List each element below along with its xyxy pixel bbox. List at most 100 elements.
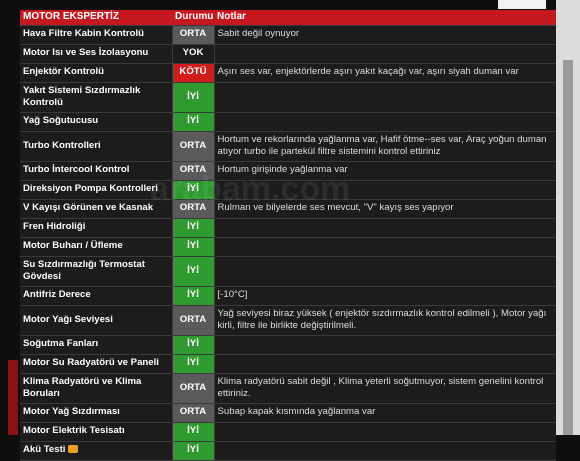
note-text: Subap kapak kısmında yağlanma var: [217, 406, 376, 418]
item-name-text: Motor Su Radyatörü ve Paneli: [23, 357, 159, 369]
item-name: Motor Su Radyatörü ve Paneli: [20, 354, 172, 374]
table-row: Motor Yağı Seviyesi ORTA Yağ seviyesi bira…: [20, 305, 556, 336]
status-text: ORTA: [179, 313, 207, 325]
status: İYİ: [171, 82, 215, 113]
item-name: Antifriz Derece: [20, 286, 172, 306]
status-text: İYİ: [187, 264, 199, 276]
status-text: İYİ: [187, 338, 199, 350]
status: ORTA: [171, 403, 215, 423]
status-text: İYİ: [187, 115, 199, 127]
table-row: Motor Su Radyatörü ve Paneli İYİ: [20, 354, 556, 374]
note: Yağ seviyesi biraz yüksek ( enjektör sız…: [214, 305, 556, 336]
status: İYİ: [171, 112, 215, 132]
status: İYİ: [171, 218, 215, 238]
item-name: Motor Buharı / Üfleme: [20, 237, 172, 257]
note: [214, 335, 556, 355]
item-name-text: Klima Radyatörü ve Klima Boruları: [23, 375, 142, 400]
status-text: İYİ: [187, 444, 199, 456]
table-row: Direksiyon Pompa Kontrolleri İYİ: [20, 180, 556, 200]
note: Klima radyatörü sabit değil , Klima yete…: [214, 373, 556, 404]
header-row: MOTOR EKSPERTİZ Durumu Notlar: [20, 10, 556, 26]
status-text: İYİ: [187, 183, 199, 195]
item-name: Motor Yağ Sızdırması: [20, 403, 172, 423]
item-name-text: Motor Buharı / Üfleme: [23, 240, 123, 252]
table-row: V Kayışı Görünen ve Kasnak ORTA Rulman ve …: [20, 199, 556, 219]
note: Subap kapak kısmında yağlanma var: [214, 403, 556, 423]
status-text: KÖTÜ: [179, 66, 207, 78]
item-name-text: Motor Yağ Sızdırması: [23, 406, 120, 418]
item-name: Yakıt Sistemi Sızdırmazlık Kontrolü: [20, 82, 172, 113]
item-name: Akü Testi: [20, 441, 172, 461]
status-text: ORTA: [179, 164, 207, 176]
item-name-text: Enjektör Kontrolü: [23, 66, 105, 78]
status-text: İYİ: [187, 240, 199, 252]
item-name-text: Soğutma Fanları: [23, 338, 99, 350]
note: Hortum girişinde yağlanma var: [214, 161, 556, 181]
header-cell: MOTOR EKSPERTİZ: [20, 10, 172, 26]
table-row: Turbo Kontrolleri ORTA Hortum ve rekorları…: [20, 131, 556, 162]
note: [214, 441, 556, 461]
status-text: İYİ: [187, 289, 199, 301]
item-name-text: Hava Filtre Kabin Kontrolü: [23, 28, 144, 40]
status: ORTA: [171, 161, 215, 181]
table-row: Yakıt Sistemi Sızdırmazlık Kontrolü İYİ: [20, 82, 556, 113]
note: [214, 82, 556, 113]
note: Rulman ve bilyelerde ses mevcut, "V" kay…: [214, 199, 556, 219]
note: [214, 256, 556, 287]
item-name-text: Turbo İntercool Kontrol: [23, 164, 130, 176]
table-row: Motor Isı ve Ses İzolasyonu YOK: [20, 44, 556, 64]
item-name-text: Motor Yağı Seviyesi: [23, 313, 113, 325]
table-row: Akü Testi İYİ: [20, 441, 556, 461]
header-cell: Notlar: [214, 10, 556, 26]
status: İYİ: [171, 354, 215, 374]
status-text: İYİ: [187, 357, 199, 369]
note: [214, 44, 556, 64]
watermark: arabam.com: [150, 170, 351, 208]
table-row: Antifriz Derece İYİ [-10°C]: [20, 286, 556, 306]
item-name: V Kayışı Görünen ve Kasnak: [20, 199, 172, 219]
note: [-10°C]: [214, 286, 556, 306]
camera-icon[interactable]: [68, 445, 79, 454]
note-text: Aşırı ses var, enjektörlerde aşırı yakıt…: [217, 66, 519, 78]
item-name-text: Yağ Soğutucusu: [23, 115, 99, 127]
status: İYİ: [171, 237, 215, 257]
status-text: ORTA: [179, 202, 207, 214]
note: [214, 180, 556, 200]
status-text: İYİ: [187, 221, 199, 233]
status: ORTA: [171, 199, 215, 219]
item-name-text: Turbo Kontrolleri: [23, 139, 101, 151]
side-accent: [8, 360, 18, 435]
status: ORTA: [171, 305, 215, 336]
item-name-text: Fren Hidroliği: [23, 221, 86, 233]
item-name: Motor Elektrik Tesisatı: [20, 422, 172, 442]
status-text: ORTA: [179, 406, 207, 418]
status: KÖTÜ: [171, 63, 215, 83]
table-row: Motor Buharı / Üfleme İYİ: [20, 237, 556, 257]
expertise-table: MOTOR EKSPERTİZ Durumu Notlar Hava Filtr…: [20, 10, 556, 461]
item-name: Motor Yağı Seviyesi: [20, 305, 172, 336]
item-name-text: Direksiyon Pompa Kontrolleri: [23, 183, 158, 195]
item-name: Yağ Soğutucusu: [20, 112, 172, 132]
note: [214, 422, 556, 442]
note: Hortum ve rekorlarında yağlanma var, Haf…: [214, 131, 556, 162]
note-text: Hortum ve rekorlarında yağlanma var, Haf…: [217, 133, 547, 158]
item-name: Fren Hidroliği: [20, 218, 172, 238]
status: ORTA: [171, 373, 215, 404]
table-row: Turbo İntercool Kontrol ORTA Hortum girişi…: [20, 161, 556, 181]
header-cell: Durumu: [172, 10, 214, 26]
note-text: [-10°C]: [217, 289, 248, 301]
note-text: Yağ seviyesi biraz yüksek ( enjektör sız…: [217, 307, 547, 332]
item-name-text: Motor Elektrik Tesisatı: [23, 425, 125, 437]
item-name: Su Sızdırmazlığı Termostat Gövdesi: [20, 256, 172, 287]
note-text: Hortum girişinde yağlanma var: [217, 164, 348, 176]
table-row: Motor Elektrik Tesisatı İYİ: [20, 422, 556, 442]
status-text: ORTA: [179, 139, 207, 151]
item-name: Turbo Kontrolleri: [20, 131, 172, 162]
item-name-text: V Kayışı Görünen ve Kasnak: [23, 202, 154, 214]
note: [214, 112, 556, 132]
status: YOK: [171, 44, 215, 64]
item-name: Soğutma Fanları: [20, 335, 172, 355]
status: ORTA: [171, 25, 215, 45]
item-name-text: Yakıt Sistemi Sızdırmazlık Kontrolü: [23, 84, 141, 109]
table-row: Hava Filtre Kabin Kontrolü ORTA Sabit deği…: [20, 25, 556, 45]
